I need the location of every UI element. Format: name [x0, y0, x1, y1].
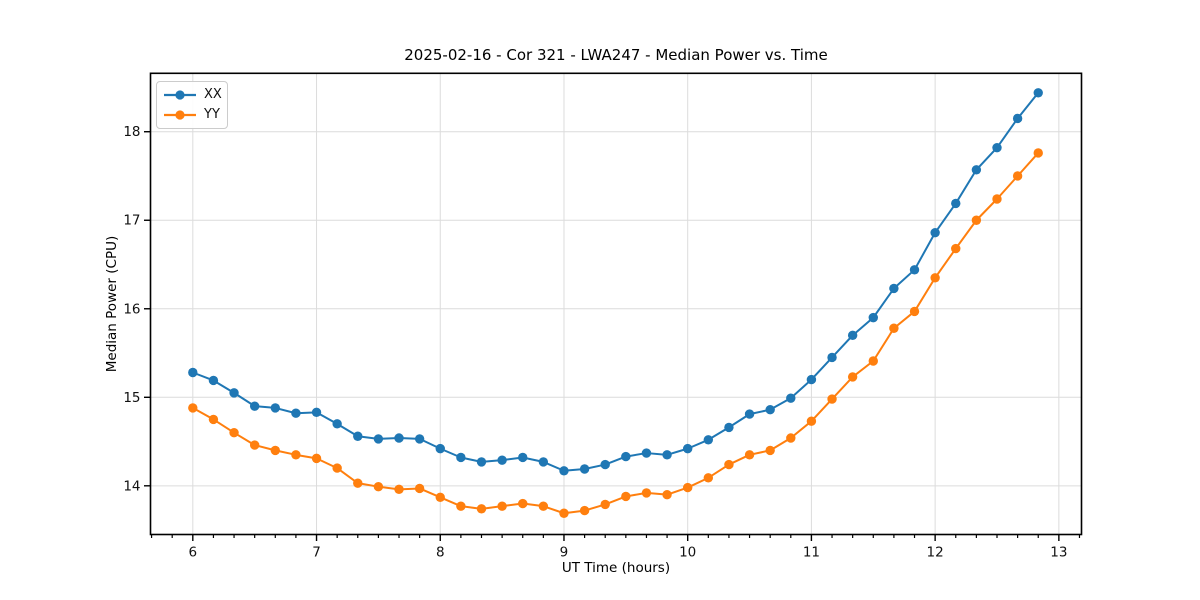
svg-text:6: 6 — [189, 545, 198, 561]
legend-line-marker-yy-icon — [164, 110, 196, 120]
svg-text:8: 8 — [436, 545, 445, 561]
x-axis-label: UT Time (hours) — [561, 560, 671, 576]
svg-text:10: 10 — [679, 545, 696, 561]
legend: XX YY — [156, 81, 228, 129]
legend-item-xx: XX — [163, 86, 222, 104]
legend-line-marker-xx-icon — [164, 90, 196, 100]
svg-text:9: 9 — [560, 545, 569, 561]
svg-text:7: 7 — [312, 545, 321, 561]
legend-label-xx: XX — [204, 87, 222, 102]
svg-text:16: 16 — [123, 301, 140, 317]
svg-text:11: 11 — [803, 545, 820, 561]
svg-text:15: 15 — [123, 390, 140, 406]
svg-text:12: 12 — [927, 545, 944, 561]
svg-text:14: 14 — [123, 478, 140, 494]
chart-title: 2025-02-16 - Cor 321 - LWA247 - Median P… — [404, 46, 828, 64]
y-axis-label: Median Power (CPU) — [104, 235, 120, 373]
svg-text:18: 18 — [123, 124, 140, 140]
svg-text:13: 13 — [1050, 545, 1067, 561]
svg-text:17: 17 — [123, 213, 140, 229]
legend-item-yy: YY — [163, 106, 221, 124]
legend-label-yy: YY — [204, 107, 220, 122]
